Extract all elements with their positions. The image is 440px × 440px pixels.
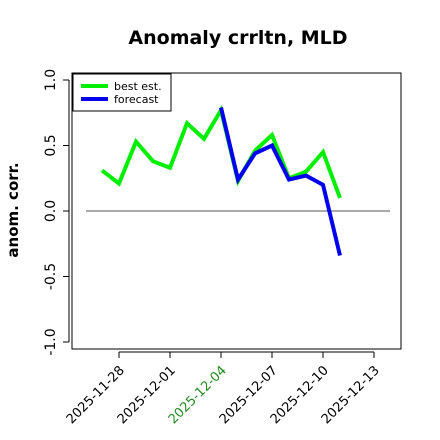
x-axis: 2025-11-282025-12-012025-12-042025-12-07… — [64, 351, 383, 427]
plot-frame — [71, 72, 402, 350]
chart-title: Anomaly crrltn, MLD — [128, 27, 347, 49]
y-axis-label: anom. corr. — [4, 162, 22, 257]
legend-label: forecast — [114, 93, 159, 106]
legend-box — [72, 73, 172, 112]
y-tick-label: 1.0 — [43, 69, 59, 91]
y-axis: -1.0 -0.5 0.0 0.5 1.0 — [43, 69, 70, 356]
y-tick-label: -1.0 — [43, 328, 59, 355]
series-layer — [100, 104, 342, 256]
y-tick-label: 0.0 — [43, 200, 59, 222]
series-line-0 — [100, 104, 342, 199]
series-line-1 — [219, 107, 342, 256]
legend-label: best est. — [114, 80, 162, 93]
y-tick-label: 0.5 — [43, 134, 59, 156]
y-tick-label: -0.5 — [43, 263, 59, 290]
legend: best est.forecast — [72, 73, 172, 112]
